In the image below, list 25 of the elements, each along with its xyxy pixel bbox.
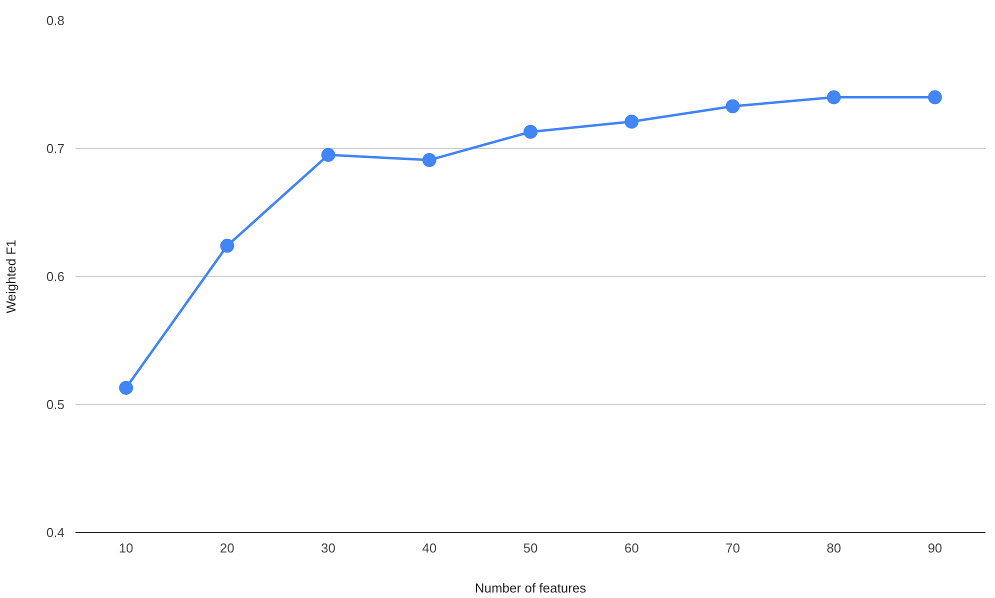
point bbox=[321, 148, 336, 162]
x-tick-label: 10 bbox=[118, 540, 134, 556]
x-tick-label: 70 bbox=[725, 540, 740, 556]
x-tick-label: 90 bbox=[928, 540, 942, 556]
y-tick-label: 0.5 bbox=[46, 397, 65, 412]
point bbox=[826, 90, 841, 104]
x-tick-label: 30 bbox=[321, 540, 336, 556]
y-tick-label: 0.6 bbox=[46, 269, 65, 284]
point bbox=[624, 114, 639, 129]
x-tick-label: 60 bbox=[624, 540, 639, 556]
x-tick-label: 20 bbox=[220, 540, 234, 556]
point bbox=[726, 99, 740, 114]
point bbox=[422, 153, 436, 168]
point bbox=[928, 90, 942, 104]
y-tick-label: 0.4 bbox=[46, 525, 65, 540]
x-axis-title: Number of features bbox=[474, 580, 587, 596]
point bbox=[220, 238, 234, 253]
y-axis-title: Weighted F1 bbox=[3, 240, 18, 314]
point bbox=[524, 124, 538, 139]
x-tick-label: 40 bbox=[422, 540, 437, 556]
point bbox=[119, 380, 134, 395]
x-tick-label: 50 bbox=[523, 540, 538, 556]
y-tick-label: 0.7 bbox=[46, 141, 65, 156]
y-tick-label: 0.8 bbox=[46, 13, 65, 28]
x-tick-label: 80 bbox=[826, 540, 842, 556]
